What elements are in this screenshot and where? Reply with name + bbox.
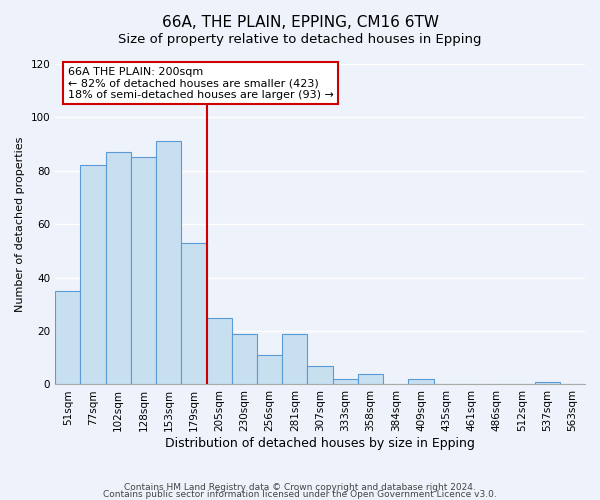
Text: Size of property relative to detached houses in Epping: Size of property relative to detached ho… <box>118 32 482 46</box>
Bar <box>282 334 307 384</box>
Bar <box>156 142 181 384</box>
Bar <box>232 334 257 384</box>
Bar <box>181 243 206 384</box>
Text: Contains public sector information licensed under the Open Government Licence v3: Contains public sector information licen… <box>103 490 497 499</box>
Bar <box>55 291 80 384</box>
Bar <box>106 152 131 384</box>
Bar <box>358 374 383 384</box>
Text: 66A THE PLAIN: 200sqm
← 82% of detached houses are smaller (423)
18% of semi-det: 66A THE PLAIN: 200sqm ← 82% of detached … <box>68 66 334 100</box>
Bar <box>131 158 156 384</box>
Bar <box>307 366 332 384</box>
Bar <box>80 166 106 384</box>
Bar <box>332 379 358 384</box>
Bar <box>257 355 282 384</box>
Text: Contains HM Land Registry data © Crown copyright and database right 2024.: Contains HM Land Registry data © Crown c… <box>124 484 476 492</box>
Y-axis label: Number of detached properties: Number of detached properties <box>15 136 25 312</box>
X-axis label: Distribution of detached houses by size in Epping: Distribution of detached houses by size … <box>165 437 475 450</box>
Bar <box>409 379 434 384</box>
Bar <box>206 318 232 384</box>
Bar <box>535 382 560 384</box>
Text: 66A, THE PLAIN, EPPING, CM16 6TW: 66A, THE PLAIN, EPPING, CM16 6TW <box>161 15 439 30</box>
